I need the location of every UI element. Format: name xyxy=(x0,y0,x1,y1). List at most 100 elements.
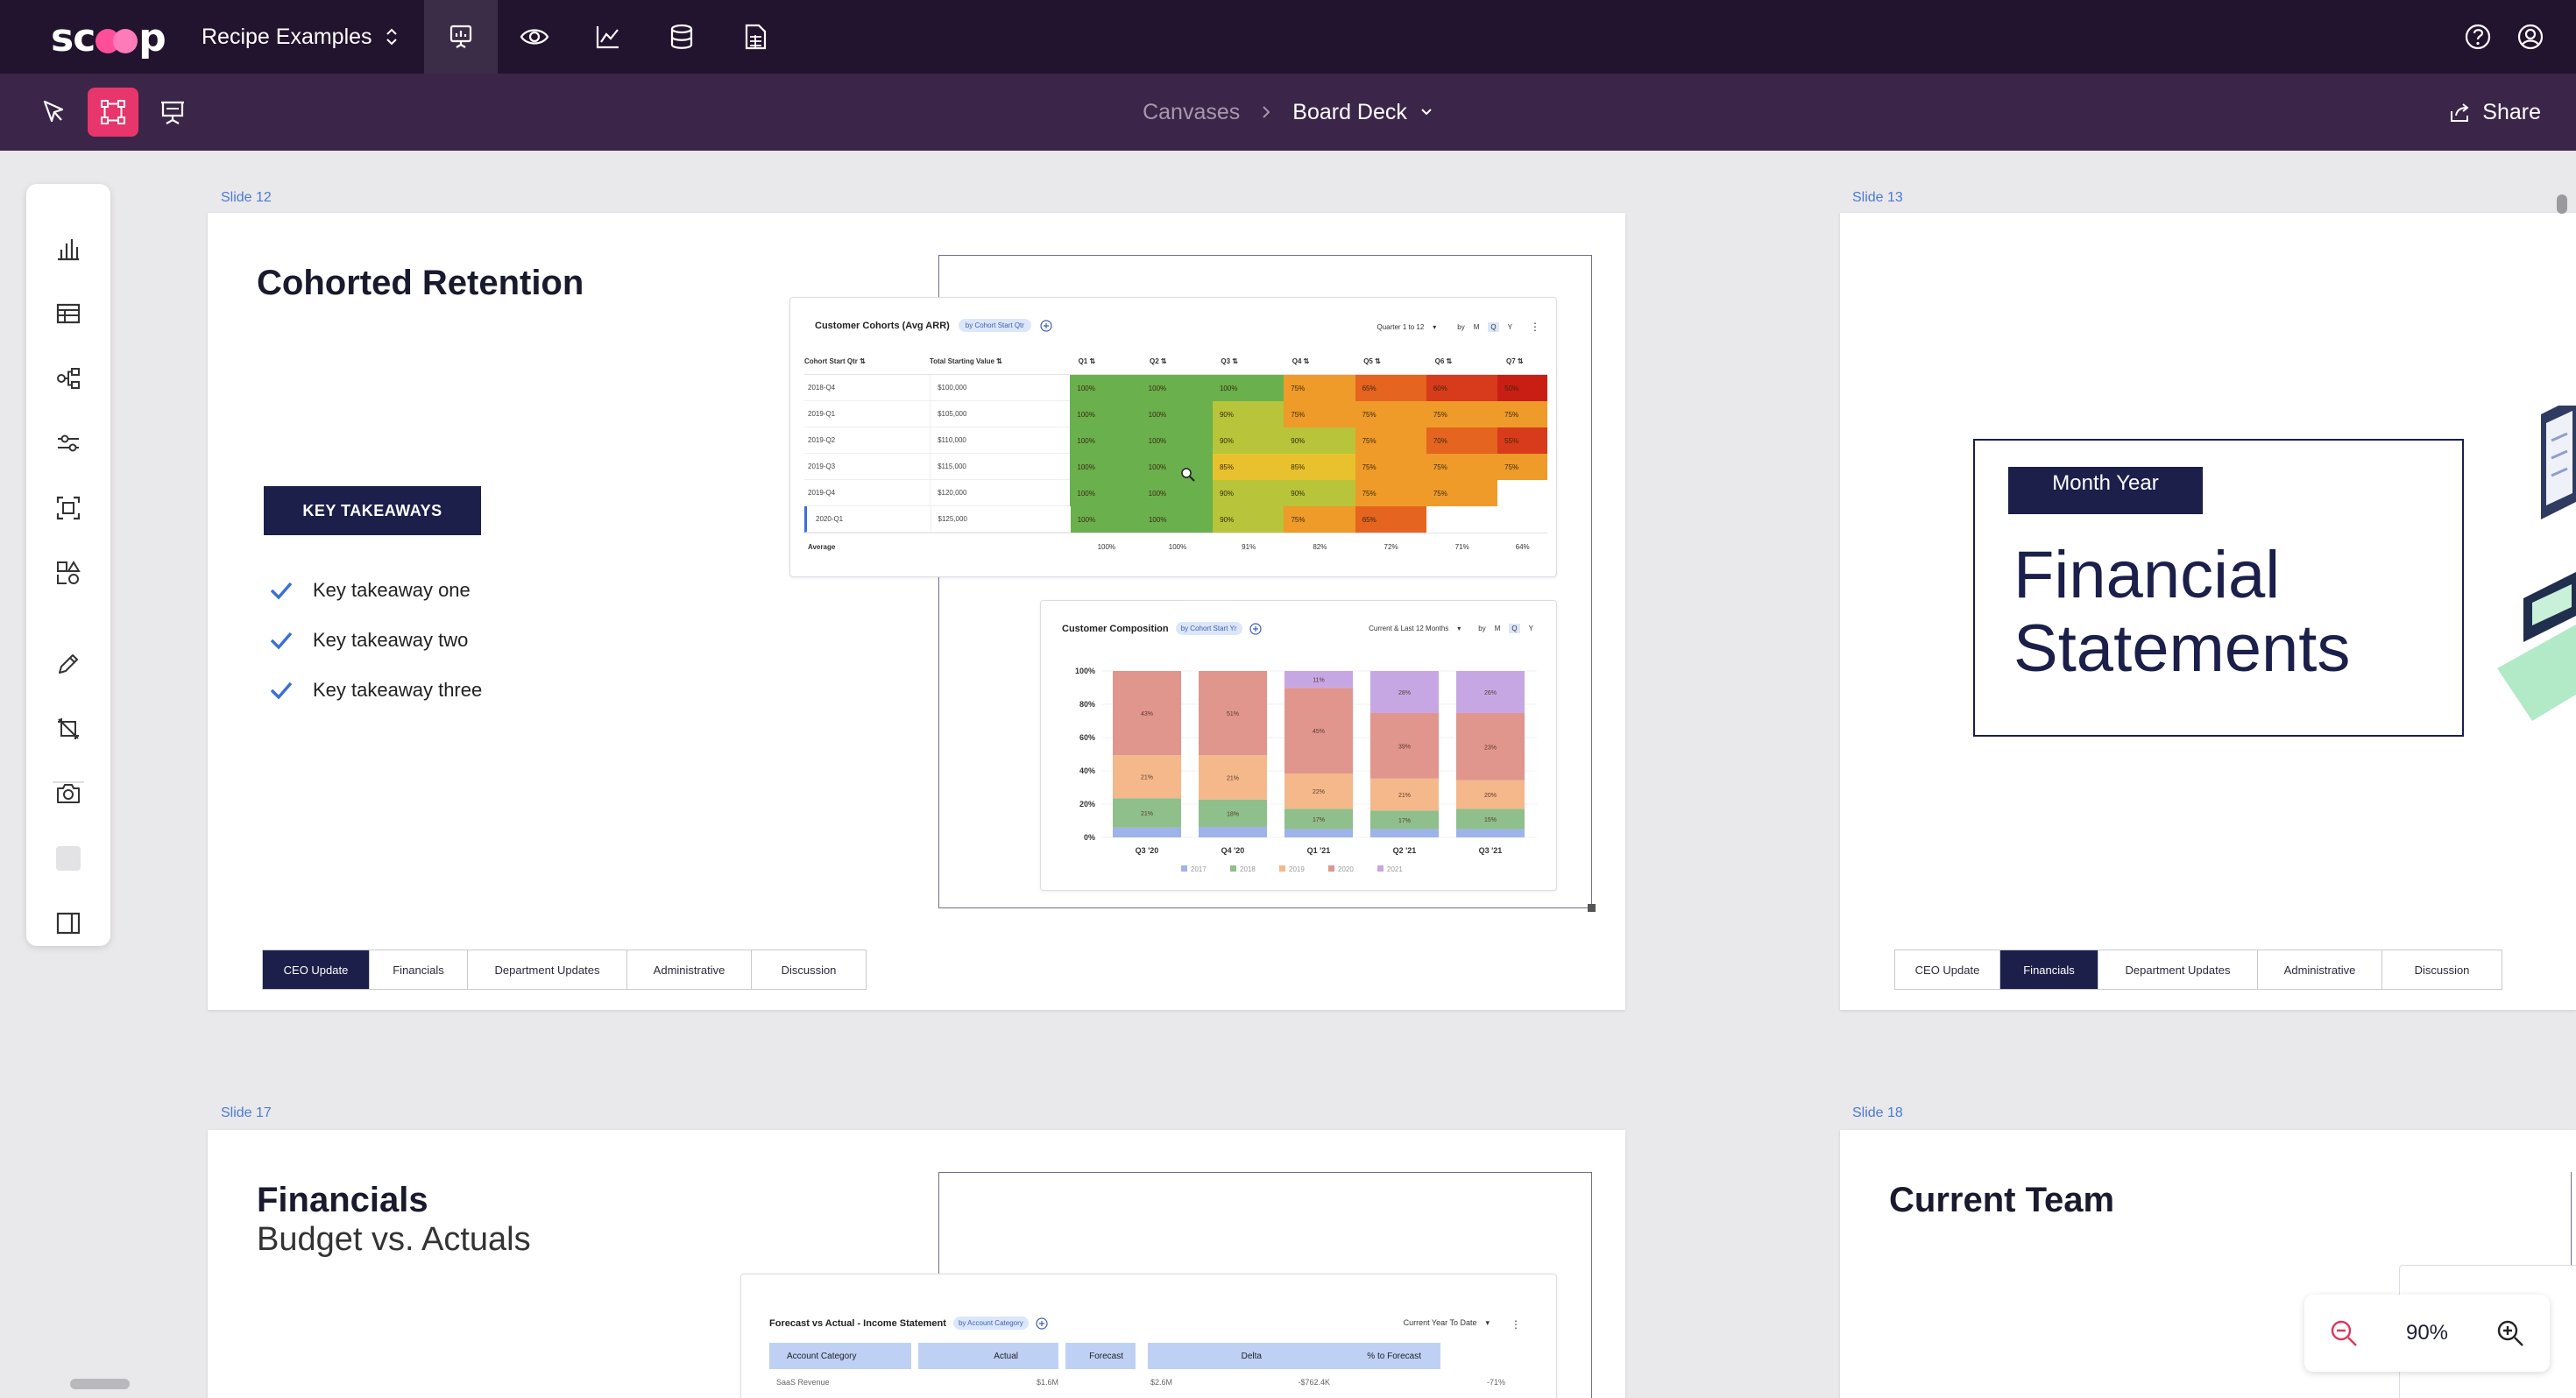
period-m[interactable]: M xyxy=(1473,322,1480,331)
period-y[interactable]: Y xyxy=(1528,625,1533,632)
cohort-table-card[interactable]: Customer Cohorts (Avg ARR) by Cohort Sta… xyxy=(789,297,1557,577)
table-header-row: Cohort Start Qtr ⇅ Total Starting Value ⇅… xyxy=(804,349,1547,375)
presentation-nav-button[interactable] xyxy=(424,0,498,74)
zoom-in-icon[interactable] xyxy=(2495,1318,2525,1348)
element-toolbox xyxy=(26,184,110,946)
workspace-selector[interactable]: Recipe Examples xyxy=(202,0,399,74)
zoom-out-icon[interactable] xyxy=(2329,1318,2359,1348)
column-header[interactable]: Actual xyxy=(918,1343,1058,1369)
share-button[interactable]: Share xyxy=(2449,74,2541,151)
period-q[interactable]: Q xyxy=(1509,624,1520,633)
column-header[interactable]: % to Forecast xyxy=(1300,1343,1440,1369)
datasets-nav-button[interactable] xyxy=(645,0,718,74)
cohort-cell: 2018-Q4 xyxy=(804,375,931,401)
column-header[interactable]: Q3 ⇅ xyxy=(1221,357,1238,365)
column-header[interactable]: Forecast xyxy=(1065,1343,1136,1369)
tab-discussion[interactable]: Discussion xyxy=(2414,963,2470,977)
sheets-nav-button[interactable] xyxy=(718,0,792,74)
slide-12[interactable]: Cohorted Retention KEY TAKEAWAYS Key tak… xyxy=(208,213,1625,1010)
tab-department-updates[interactable]: Department Updates xyxy=(2098,950,2258,989)
column-header[interactable]: Delta xyxy=(1148,1343,1300,1369)
column-header[interactable]: Q1 ⇅ xyxy=(1078,357,1096,365)
connect-tool-button[interactable] xyxy=(88,88,138,137)
bar-segment xyxy=(1456,712,1525,780)
data-label: 15% xyxy=(1484,817,1497,823)
charts-nav-button[interactable] xyxy=(571,0,645,74)
column-header[interactable]: Q5 ⇅ xyxy=(1363,357,1381,365)
forecast-table-card[interactable]: Forecast vs Actual - Income Statement by… xyxy=(740,1274,1557,1398)
heatmap-cell: 60% xyxy=(1426,375,1498,401)
tab-financials[interactable]: Financials xyxy=(2000,950,2098,989)
column-header[interactable]: Q7 ⇅ xyxy=(1506,357,1524,365)
forecast-range-label: Current Year To Date xyxy=(1403,1318,1477,1327)
explore-nav-button[interactable] xyxy=(498,0,571,74)
more-options-icon[interactable]: ⋮ xyxy=(1511,1318,1521,1331)
resize-handle[interactable] xyxy=(1588,904,1596,912)
composition-filter-chip[interactable]: by Cohort Start Yr xyxy=(1175,622,1242,635)
vertical-scrollbar[interactable] xyxy=(2557,194,2567,214)
selection-frame[interactable] xyxy=(938,255,1592,908)
add-flow-button[interactable] xyxy=(26,354,110,403)
bar-segment xyxy=(1456,829,1525,837)
tab-discussion[interactable]: Discussion xyxy=(781,963,837,977)
column-header[interactable]: Total Starting Value ⇅ xyxy=(929,357,1002,365)
composition-range-select[interactable]: Current & Last 12 Months xyxy=(1369,625,1449,632)
composition-chart-card[interactable]: Customer Composition by Cohort Start Yr … xyxy=(1040,600,1557,891)
heatmap-cell: 100% xyxy=(1212,375,1284,401)
heatmap-cell: 100% xyxy=(1141,506,1214,533)
user-account-icon[interactable] xyxy=(2516,23,2544,51)
period-m[interactable]: M xyxy=(1494,625,1501,632)
forecast-range[interactable]: Current Year To Date ▾ ⋮ xyxy=(1404,1318,1521,1331)
add-frame-button[interactable] xyxy=(26,484,110,533)
help-icon[interactable] xyxy=(2464,23,2492,51)
screenshot-button[interactable] xyxy=(26,769,110,818)
toggle-panel-button[interactable] xyxy=(26,899,110,948)
add-circle-icon[interactable] xyxy=(1249,622,1262,635)
heatmap-cell: 90% xyxy=(1212,480,1284,506)
add-shapes-button[interactable] xyxy=(26,548,110,597)
cohort-heatmap-table: Cohort Start Qtr ⇅ Total Starting Value ⇅… xyxy=(804,349,1548,561)
data-label: 22% xyxy=(1313,789,1325,795)
slide-13[interactable]: Month Year Financial Statements CEO Upda… xyxy=(1840,213,2576,1010)
cohort-range-select[interactable]: Quarter 1 to 12 xyxy=(1376,322,1425,331)
scoop-logo[interactable]: sc p xyxy=(51,16,166,60)
tab-ceo-update[interactable]: CEO Update xyxy=(263,950,370,989)
forecast-filter-chip[interactable]: by Account Category xyxy=(952,1317,1029,1330)
breadcrumb-board-deck[interactable]: Board Deck xyxy=(1292,100,1433,125)
tab-financials[interactable]: Financials xyxy=(370,950,468,989)
draw-tool-button[interactable] xyxy=(26,639,110,688)
column-header[interactable]: Q2 ⇅ xyxy=(1149,357,1167,365)
add-circle-icon[interactable] xyxy=(1040,319,1052,332)
add-circle-icon[interactable] xyxy=(1036,1317,1048,1330)
cohort-filter-chip[interactable]: by Cohort Start Qtr xyxy=(958,319,1031,332)
tab-administrative[interactable]: Administrative xyxy=(627,950,752,989)
crop-tool-button[interactable] xyxy=(26,704,110,753)
chevron-right-icon xyxy=(1263,106,1270,118)
more-options-icon[interactable]: ⋮ xyxy=(1530,321,1540,333)
add-chart-button[interactable] xyxy=(26,224,110,273)
presentation-mode-button[interactable] xyxy=(147,88,198,137)
tab-department-updates[interactable]: Department Updates xyxy=(468,950,627,989)
takeaway-text: Key takeaway three xyxy=(313,678,483,701)
slide-17[interactable]: Financials Budget vs. Actuals Forecast v… xyxy=(208,1130,1625,1398)
column-header[interactable]: Cohort Start Qtr ⇅ xyxy=(804,357,866,365)
data-label: 21% xyxy=(1141,775,1153,781)
period-y[interactable]: Y xyxy=(1507,322,1512,331)
add-filter-button[interactable] xyxy=(26,419,110,468)
column-header[interactable]: Q4 ⇅ xyxy=(1292,357,1310,365)
column-header[interactable]: Account Category xyxy=(769,1343,911,1369)
heatmap-cell: 100% xyxy=(1141,375,1213,401)
tab-ceo-update[interactable]: CEO Update xyxy=(1895,950,2000,989)
top-right-actions xyxy=(2464,0,2544,74)
title-frame: Month Year Financial Statements xyxy=(1973,439,2464,737)
data-label: 43% xyxy=(1141,711,1153,717)
background-color-button[interactable] xyxy=(26,834,110,883)
column-header[interactable]: Q6 ⇅ xyxy=(1434,357,1453,365)
x-tick-label: Q3 '20 xyxy=(1136,846,1159,855)
horizontal-scrollbar[interactable] xyxy=(70,1379,130,1389)
tab-administrative[interactable]: Administrative xyxy=(2258,950,2382,989)
add-table-button[interactable] xyxy=(26,289,110,338)
breadcrumb-canvases[interactable]: Canvases xyxy=(1143,99,1241,124)
period-q[interactable]: Q xyxy=(1488,321,1499,332)
select-tool-button[interactable] xyxy=(28,88,79,137)
